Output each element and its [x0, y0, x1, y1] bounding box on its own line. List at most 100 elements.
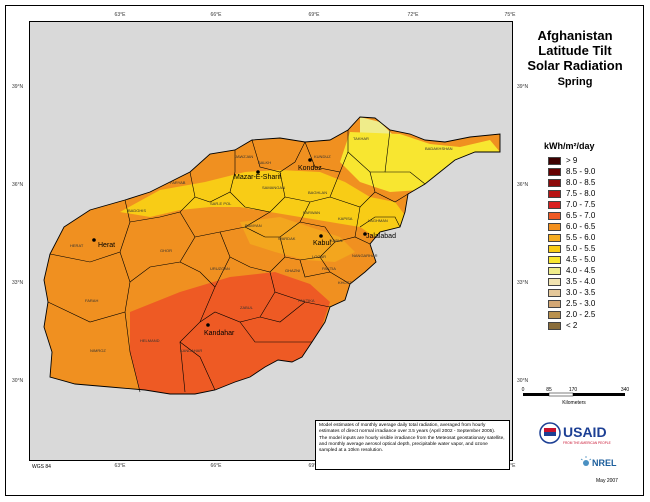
svg-text:HELMAND: HELMAND [140, 338, 160, 343]
svg-text:NIMROZ: NIMROZ [90, 348, 106, 353]
lon-tick-top: 69°E [308, 12, 320, 18]
legend-label: 5.0 - 5.5 [566, 244, 596, 253]
legend-swatch [548, 266, 561, 275]
svg-text:HERAT: HERAT [70, 243, 84, 248]
nrel-sun-icon: NREL [580, 456, 617, 468]
map-title: Afghanistan Latitude Tilt Solar Radiatio… [515, 28, 635, 90]
svg-text:TAKHAR: TAKHAR [353, 136, 369, 141]
legend-item: 2.0 - 2.5 [540, 309, 628, 320]
scale-label-0: 0 [522, 387, 525, 393]
svg-text:GHAZNI: GHAZNI [285, 268, 300, 273]
legend-swatch [548, 156, 561, 165]
legend-label: 8.5 - 9.0 [566, 167, 596, 176]
legend-swatch [548, 178, 561, 187]
legend-label: 2.5 - 3.0 [566, 299, 596, 308]
city-label-kondoz: Kondoz [298, 165, 322, 172]
province-labels: JAWZJAN BALKH KUNDUZ TAKHAR BADAKHSHAN F… [70, 136, 453, 353]
svg-text:SAMANGAN: SAMANGAN [262, 185, 285, 190]
legend-item: 5.0 - 5.5 [540, 243, 628, 254]
legend-swatch [548, 189, 561, 198]
city-label-herat: Herat [98, 242, 115, 249]
lon-tick-top: 63°E [114, 12, 126, 18]
svg-text:BAGHLAN: BAGHLAN [308, 190, 327, 195]
title-line-1: Afghanistan [537, 28, 613, 43]
legend-item: 5.5 - 6.0 [540, 232, 628, 243]
legend-label: 6.5 - 7.0 [566, 211, 596, 220]
model-notes: Model estimates of monthly average daily… [315, 420, 510, 470]
usaid-wordmark: USAID [563, 424, 607, 440]
city-label-mazar: Mazar-E-Sharif [234, 174, 281, 181]
legend-label: 7.0 - 7.5 [566, 200, 596, 209]
legend-label: 2.0 - 2.5 [566, 310, 596, 319]
date-label: May 2007 [596, 478, 618, 484]
legend-swatch [548, 167, 561, 176]
title-line-3: Solar Radiation [527, 58, 623, 73]
scale-unit: Kilometers [562, 400, 586, 406]
svg-text:SAR-E POL: SAR-E POL [210, 201, 232, 206]
lat-tick-left: 33°N [12, 280, 24, 286]
lat-tick-left: 39°N [12, 84, 24, 90]
lon-tick-top: 66°E [210, 12, 222, 18]
legend-label: 8.0 - 8.5 [566, 178, 596, 187]
city-dot-mazar [256, 170, 260, 174]
legend-label: 6.0 - 6.5 [566, 222, 596, 231]
legend-swatch [548, 222, 561, 231]
legend-item: 7.0 - 7.5 [540, 199, 628, 210]
usaid-seal-icon: USAID FROM THE AMERICAN PEOPLE [539, 422, 611, 445]
datum-label: WGS 84 [32, 464, 51, 470]
lon-tick-bottom: 63°E [114, 463, 126, 469]
svg-text:PARWAN: PARWAN [303, 210, 320, 215]
map-panel[interactable]: JAWZJAN BALKH KUNDUZ TAKHAR BADAKHSHAN F… [29, 21, 513, 461]
legend-label: 4.0 - 4.5 [566, 266, 596, 275]
svg-text:KHOST: KHOST [338, 280, 352, 285]
legend-item: 3.5 - 4.0 [540, 276, 628, 287]
lat-tick-left: 30°N [12, 378, 24, 384]
legend-item: 6.5 - 7.0 [540, 210, 628, 221]
city-dot-kondoz [308, 158, 312, 162]
svg-text:GHOR: GHOR [160, 248, 172, 253]
legend-label: 3.5 - 4.0 [566, 277, 596, 286]
legend-item: 6.0 - 6.5 [540, 221, 628, 232]
scale-label-340: 340 [621, 387, 630, 393]
province-boundaries [43, 116, 501, 395]
title-line-2: Latitude Tilt [538, 43, 612, 58]
legend-rows: > 9 8.5 - 9.0 8.0 - 8.5 7.5 - 8.0 7.0 - 7.5 6… [540, 155, 628, 331]
legend-swatch [548, 321, 561, 330]
svg-text:NANGARHAR: NANGARHAR [352, 253, 378, 258]
lon-tick-top: 72°E [407, 12, 419, 18]
svg-text:FARYAB: FARYAB [170, 180, 186, 185]
notes-paragraph-1: Model estimates of monthly average daily… [319, 423, 496, 434]
legend-label: 4.5 - 5.0 [566, 255, 596, 264]
scale-label-85: 85 [546, 387, 552, 393]
legend-item: 7.5 - 8.0 [540, 188, 628, 199]
legend-label: 5.5 - 6.0 [566, 233, 596, 242]
lon-tick-bottom: 69°E [308, 463, 320, 469]
legend-swatch [548, 277, 561, 286]
legend-item: > 9 [540, 155, 628, 166]
svg-text:LAGHMAN: LAGHMAN [368, 218, 388, 223]
legend-item: 8.0 - 8.5 [540, 177, 628, 188]
afghanistan-solar-map: JAWZJAN BALKH KUNDUZ TAKHAR BADAKHSHAN F… [43, 116, 501, 395]
svg-text:KANDAHAR: KANDAHAR [180, 348, 202, 353]
lat-tick-right: 30°N [517, 378, 529, 384]
legend-item: 3.0 - 3.5 [540, 287, 628, 298]
svg-text:KABUL: KABUL [330, 238, 344, 243]
legend-label: 7.5 - 8.0 [566, 189, 596, 198]
legend: kWh/m²/day > 9 8.5 - 9.0 8.0 - 8.5 7.5 - 8.… [540, 141, 628, 331]
legend-title: kWh/m²/day [544, 141, 595, 151]
nrel-wordmark: NREL [592, 458, 617, 468]
legend-label: > 9 [566, 156, 578, 165]
title-season: Spring [557, 76, 593, 88]
city-label-kabul: Kabul [313, 240, 331, 247]
city-dot-kabul [319, 234, 323, 238]
legend-swatch [548, 200, 561, 209]
svg-text:BADAKHSHAN: BADAKHSHAN [425, 146, 453, 151]
city-dot-kandahar [206, 323, 210, 327]
legend-swatch [548, 288, 561, 297]
lat-tick-right: 36°N [517, 182, 529, 188]
legend-item: 4.5 - 5.0 [540, 254, 628, 265]
svg-text:JAWZJAN: JAWZJAN [235, 154, 253, 159]
lon-tick-bottom: 75°E [504, 463, 516, 469]
scale-bar: 0 85 170 340 Kilometers [521, 387, 631, 415]
scale-label-170: 170 [569, 387, 578, 393]
